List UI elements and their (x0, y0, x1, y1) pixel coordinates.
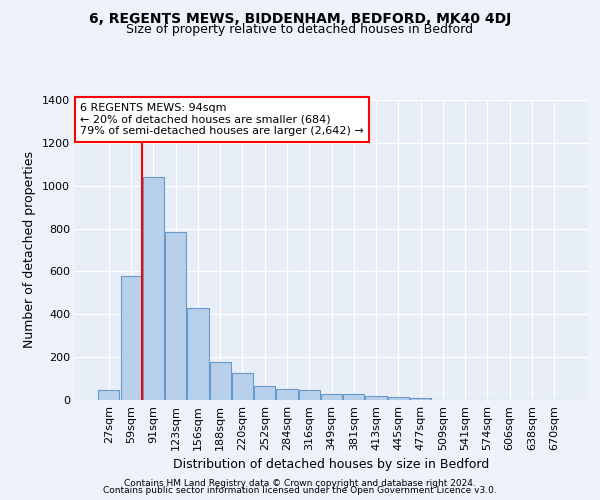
Text: Contains public sector information licensed under the Open Government Licence v3: Contains public sector information licen… (103, 486, 497, 495)
Text: Size of property relative to detached houses in Bedford: Size of property relative to detached ho… (127, 22, 473, 36)
Bar (277, 390, 298, 400)
Bar (209, 362, 231, 400)
Bar (165, 232, 186, 400)
Bar (121, 276, 142, 400)
Bar (343, 394, 364, 400)
Text: 6, REGENTS MEWS, BIDDENHAM, BEDFORD, MK40 4DJ: 6, REGENTS MEWS, BIDDENHAM, BEDFORD, MK4… (89, 12, 511, 26)
Bar (299, 390, 320, 400)
Bar (143, 177, 164, 400)
Bar (365, 396, 386, 400)
Text: Contains HM Land Registry data © Crown copyright and database right 2024.: Contains HM Land Registry data © Crown c… (124, 478, 476, 488)
Y-axis label: Number of detached properties: Number of detached properties (23, 152, 37, 348)
Bar (254, 386, 275, 400)
Bar (98, 390, 119, 400)
Text: 6 REGENTS MEWS: 94sqm
← 20% of detached houses are smaller (684)
79% of semi-det: 6 REGENTS MEWS: 94sqm ← 20% of detached … (80, 103, 364, 136)
Bar (187, 308, 209, 400)
Bar (410, 398, 431, 400)
X-axis label: Distribution of detached houses by size in Bedford: Distribution of detached houses by size … (173, 458, 490, 471)
Bar (232, 372, 253, 400)
Bar (388, 397, 409, 400)
Bar (321, 394, 342, 400)
